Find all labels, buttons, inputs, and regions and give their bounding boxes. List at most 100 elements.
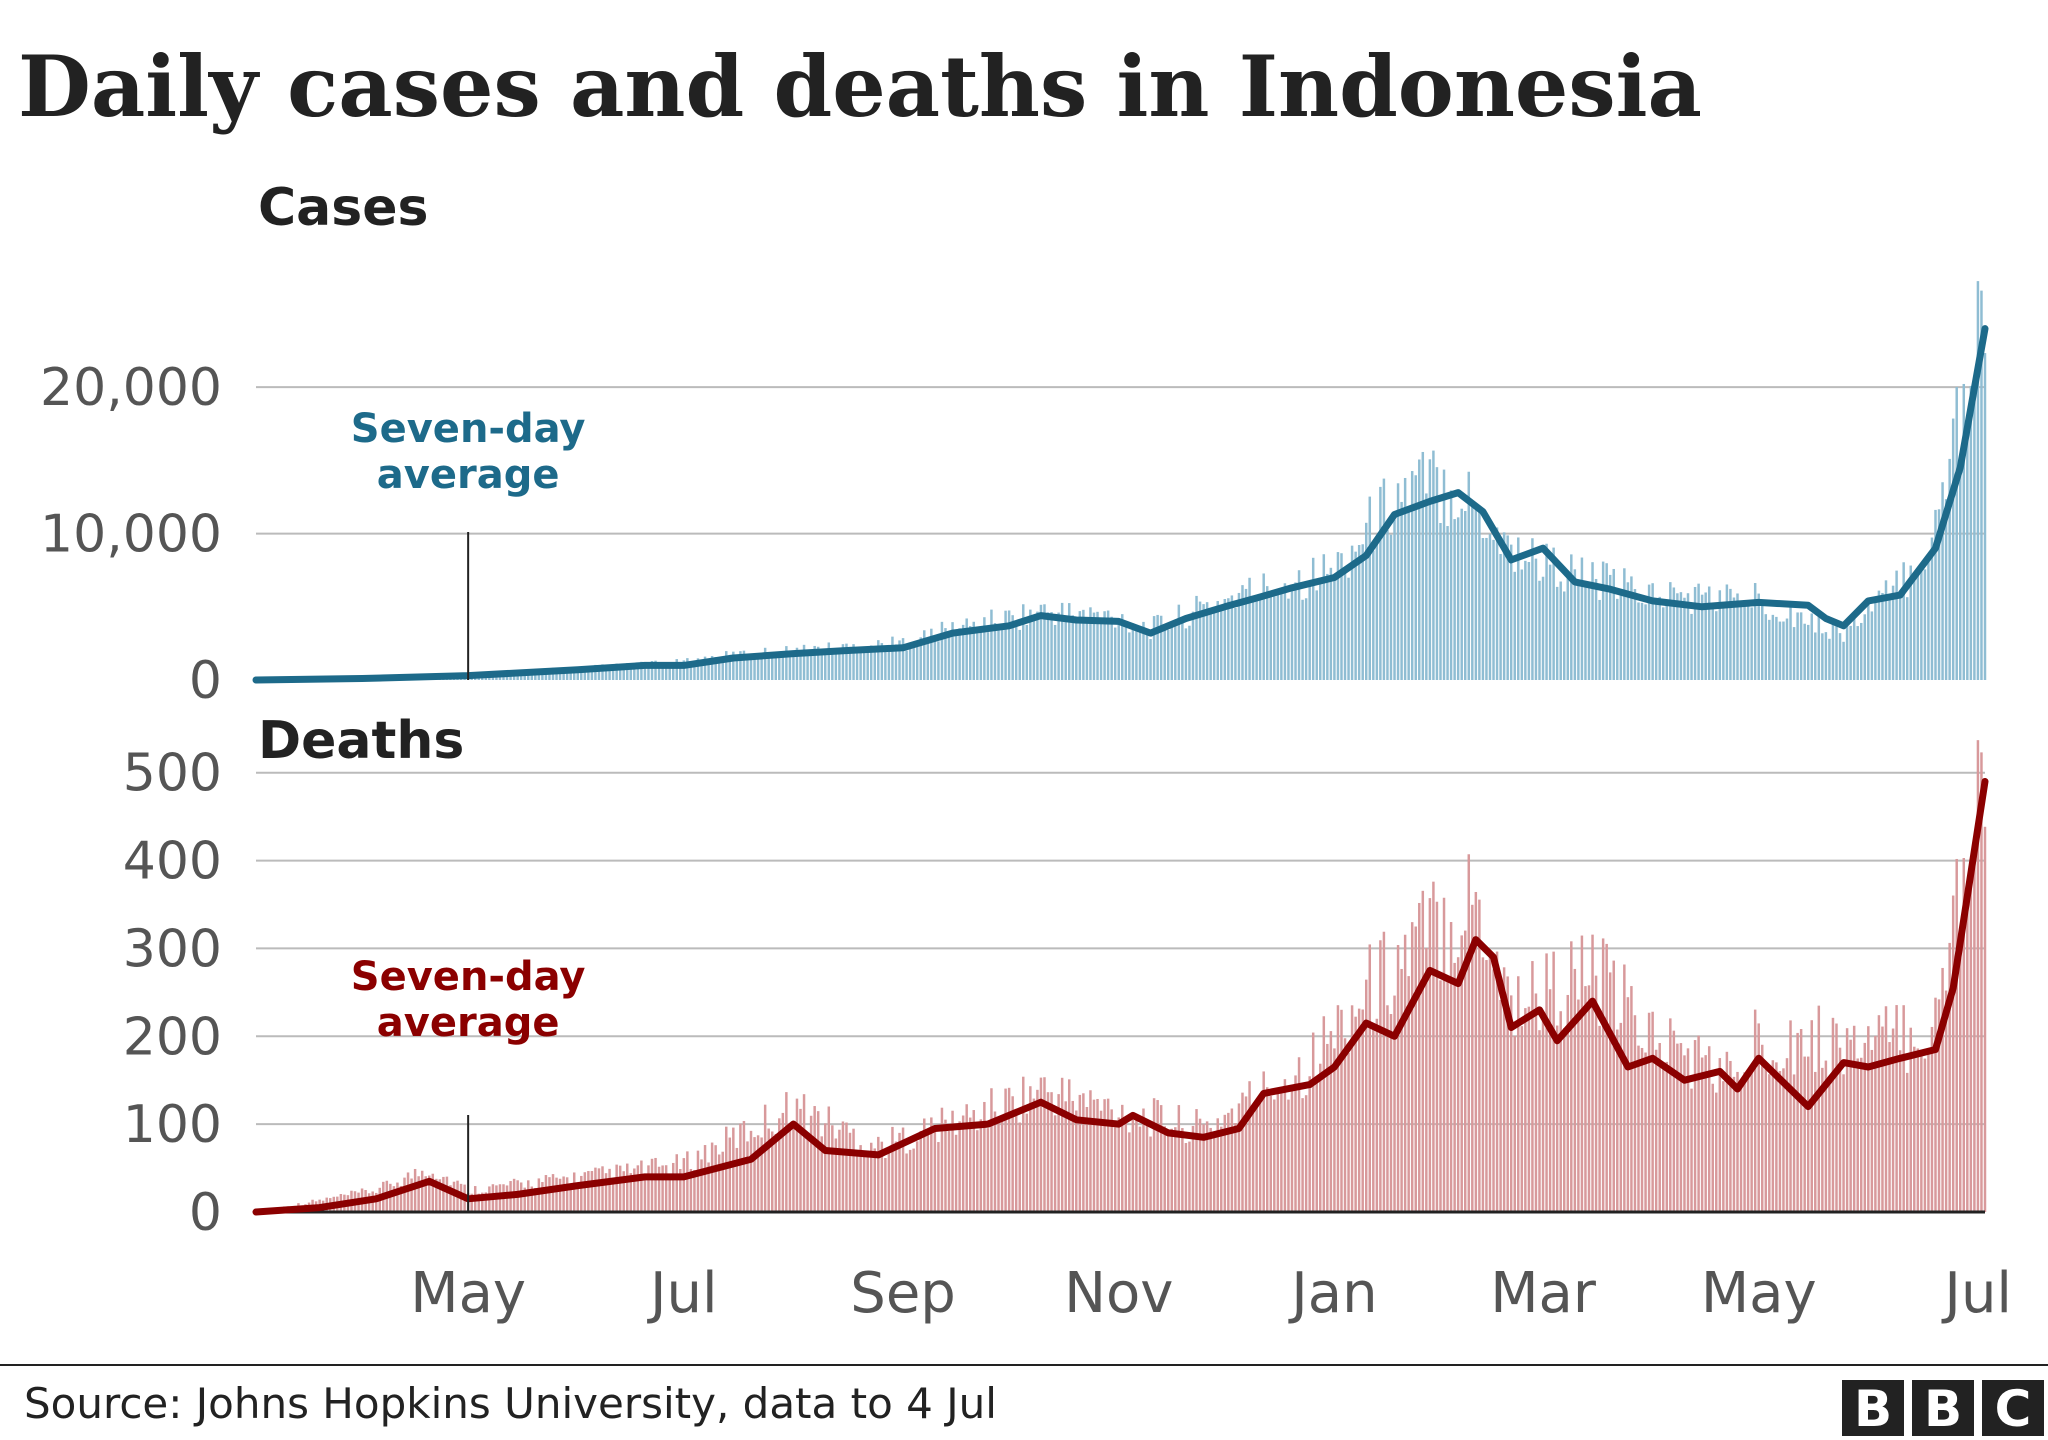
daily-bar [1601,561,1605,680]
daily-bar [1308,1076,1311,1212]
daily-bar [1605,563,1608,680]
daily-bar [1234,608,1237,680]
daily-bar [1379,486,1382,680]
daily-bar [1517,976,1520,1212]
daily-bar [1227,598,1230,680]
daily-bar [396,1182,399,1212]
daily-bar [1838,1047,1842,1212]
daily-bar [1905,597,1909,680]
daily-bar [1658,1043,1661,1212]
daily-bar [1078,1094,1082,1212]
daily-bar [1962,858,1966,1212]
daily-bar [1166,629,1170,680]
daily-bar [1785,1058,1789,1212]
daily-bar [710,656,714,680]
daily-bar [1651,583,1654,680]
daily-bar [1067,603,1071,680]
daily-bar [806,1132,809,1212]
daily-bar [770,656,774,680]
daily-bar [1177,1105,1181,1212]
daily-bar [1729,588,1732,680]
daily-bar [1036,1089,1039,1212]
daily-bar [1265,586,1269,680]
daily-bar [1792,1074,1796,1212]
daily-bar [1722,602,1725,680]
daily-bar [679,664,682,680]
daily-bar [484,1192,488,1212]
daily-bar [1863,1042,1867,1212]
logo-block [1842,1380,1904,1436]
source-note: Source: Johns Hopkins University, data t… [24,1379,997,1428]
daily-bar [1294,1075,1297,1212]
daily-bar [1389,1014,1393,1212]
daily-bar [1810,613,1813,680]
daily-bar [1916,570,1920,680]
daily-bar [1552,547,1555,680]
daily-bar [1205,602,1209,680]
daily-bar [1527,562,1531,680]
daily-bar [1456,517,1460,680]
daily-bar [1449,922,1453,1212]
daily-bar [1018,629,1021,680]
daily-bar [1223,599,1227,680]
daily-bar [1502,532,1506,680]
daily-bar [1577,999,1580,1212]
daily-bar [569,670,572,680]
daily-bar [1227,1112,1230,1212]
daily-bar [1319,582,1322,680]
daily-bar [802,644,806,680]
daily-bar [848,646,852,680]
daily-bar [1414,475,1417,680]
daily-bar [1828,1078,1831,1212]
daily-bar [1619,595,1623,680]
daily-bar [1750,1067,1753,1212]
daily-bar [919,637,922,680]
daily-bar [1110,1109,1113,1212]
daily-bar [799,1108,802,1212]
daily-bar [1368,944,1372,1212]
daily-bar [1237,1103,1241,1212]
daily-bar [1831,621,1835,680]
daily-bar [1545,953,1548,1212]
daily-bar [1273,596,1276,680]
daily-bar [530,1186,534,1212]
daily-bar [1357,544,1361,680]
daily-bar [558,1178,562,1212]
daily-bar [1255,1107,1258,1212]
x-tick-label: Jul [647,1261,718,1326]
x-tick-label: May [1701,1261,1817,1326]
daily-bar [827,642,831,680]
daily-bar [1937,999,1941,1212]
daily-bar [1757,593,1760,680]
daily-bar [1135,625,1138,680]
daily-bar [1258,1100,1262,1212]
daily-bar [1273,1099,1276,1212]
daily-bar [399,1185,403,1212]
daily-bar [1796,612,1799,680]
daily-bar [1693,1040,1697,1212]
daily-bar [781,1112,785,1212]
daily-bar [1722,1081,1725,1212]
daily-bar [1902,562,1905,680]
daily-bar [1782,1068,1785,1212]
daily-bar [650,1158,654,1212]
daily-bar [735,658,739,680]
daily-bar [1265,1087,1269,1212]
daily-bar [1152,616,1156,680]
daily-bar [1944,990,1948,1212]
daily-bar [1531,538,1534,680]
daily-bar [958,628,961,680]
daily-bar [696,1150,700,1212]
daily-bar [1495,951,1499,1212]
daily-bar [735,1147,739,1212]
daily-bar [1241,585,1244,680]
daily-bar [555,1177,558,1212]
daily-bar [1036,611,1039,680]
y-tick-label: 400 [123,832,222,892]
daily-bar [792,1125,795,1212]
daily-bar [1244,1096,1248,1212]
daily-bar [1467,854,1471,1212]
daily-bar [1838,633,1842,680]
daily-bar [940,621,944,680]
daily-bar [590,1171,594,1212]
